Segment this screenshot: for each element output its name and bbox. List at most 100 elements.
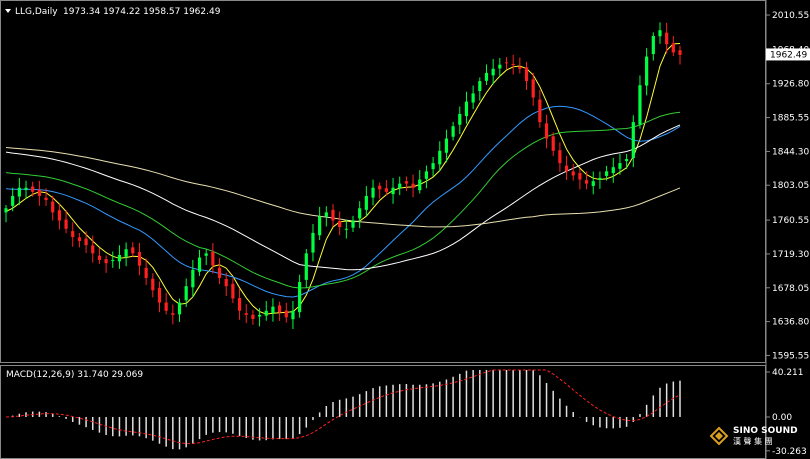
candle-body xyxy=(451,126,455,137)
candle-body xyxy=(137,252,142,266)
price-axis: 2010.551968.401926.801885.551844.301803.… xyxy=(766,11,809,361)
collapse-triangle-icon[interactable] xyxy=(5,9,11,13)
macd-tick-label: 0.00 xyxy=(772,413,792,423)
candle-body xyxy=(645,56,649,86)
candle-body xyxy=(438,150,442,165)
candle-body xyxy=(464,101,469,117)
price-tick-label: 1636.80 xyxy=(772,318,809,328)
candle-body xyxy=(344,228,348,230)
candle-body xyxy=(504,62,509,64)
price-tick-label: 2010.55 xyxy=(772,11,809,21)
candle-body xyxy=(97,255,102,260)
symbol-title: LLG,Daily xyxy=(15,7,58,17)
candle-body xyxy=(271,306,275,313)
candle-body xyxy=(184,286,188,301)
candle-body xyxy=(564,165,569,172)
price-tick-label: 1595.55 xyxy=(772,351,809,361)
candle-body xyxy=(364,195,368,210)
candle-body xyxy=(598,177,602,180)
macd-label: MACD(12,26,9) 31.740 29.069 xyxy=(6,370,143,380)
candle-body xyxy=(678,50,682,55)
candle-body xyxy=(384,188,388,192)
candle-body xyxy=(544,123,549,139)
candle-body xyxy=(244,313,248,315)
candle-body xyxy=(665,32,669,45)
candle-body xyxy=(278,305,282,313)
candle-body xyxy=(311,232,315,253)
logo-diamond-icon xyxy=(709,426,729,446)
candle-body xyxy=(204,253,208,256)
candle-body xyxy=(538,99,542,123)
candle-body xyxy=(511,64,515,66)
ma-20-line xyxy=(5,105,681,298)
candle-body xyxy=(131,247,135,254)
candle-body xyxy=(91,245,95,254)
candle-body xyxy=(411,183,415,188)
main-panel-border xyxy=(0,0,766,363)
candle-body xyxy=(584,180,589,184)
candle-body xyxy=(444,138,449,153)
candle-body xyxy=(424,171,429,179)
candle-body xyxy=(284,310,288,318)
candle-body xyxy=(104,259,108,264)
candle-body xyxy=(57,210,61,221)
candle-body xyxy=(31,186,35,192)
ma-30-line xyxy=(5,111,681,289)
candle-body xyxy=(17,187,21,197)
candle-body xyxy=(144,267,148,278)
candle-body xyxy=(191,269,195,288)
candle-body xyxy=(338,220,342,228)
candle-body xyxy=(37,189,41,196)
candle-body xyxy=(324,212,328,217)
candle-body xyxy=(71,231,75,237)
ma-80-line xyxy=(5,147,681,228)
current-price-label: 1962.49 xyxy=(770,50,807,60)
candle-body xyxy=(604,171,609,176)
candle-body xyxy=(618,163,622,169)
price-tick-label: 1885.55 xyxy=(772,114,809,124)
ma-45-line xyxy=(5,124,681,271)
candle-body xyxy=(264,310,268,316)
brand-name: SINO SOUND xyxy=(733,426,798,436)
price-tick-label: 1719.30 xyxy=(772,250,809,260)
candle-body xyxy=(358,208,362,219)
candle-body xyxy=(171,313,175,315)
candlesticks xyxy=(4,22,682,330)
candle-body xyxy=(44,197,48,201)
candle-body xyxy=(351,220,355,228)
candle-body xyxy=(237,298,242,311)
candle-body xyxy=(524,67,529,82)
current-price-box xyxy=(766,48,810,61)
candle-body xyxy=(671,43,675,53)
macd-tick-label: -30.263 xyxy=(772,447,807,457)
candle-body xyxy=(257,314,262,317)
candle-body xyxy=(217,267,222,278)
candle-body xyxy=(51,201,55,213)
candle-body xyxy=(77,237,82,242)
candle-body xyxy=(471,93,475,103)
candle-body xyxy=(24,187,28,191)
candle-body xyxy=(498,64,502,69)
candle-body xyxy=(151,278,155,291)
price-tick-label: 1760.55 xyxy=(772,216,809,226)
candle-body xyxy=(478,81,482,92)
candle-body xyxy=(558,150,562,164)
candle-body xyxy=(658,30,662,37)
candle-body xyxy=(484,72,489,81)
ohlc-values: 1973.34 1974.22 1958.57 1962.49 xyxy=(63,7,221,17)
candle-body xyxy=(164,302,168,311)
candle-body xyxy=(418,179,422,191)
candle-body xyxy=(197,257,202,272)
candle-body xyxy=(518,66,522,69)
candle-body xyxy=(625,159,629,162)
price-tick-label: 1926.80 xyxy=(772,80,809,90)
candle-body xyxy=(404,181,408,184)
macd-indicator xyxy=(5,369,681,450)
candle-body xyxy=(378,185,382,190)
candle-body xyxy=(551,136,555,151)
candle-body xyxy=(304,253,308,280)
candle-body xyxy=(611,167,615,174)
candle-body xyxy=(177,302,182,315)
